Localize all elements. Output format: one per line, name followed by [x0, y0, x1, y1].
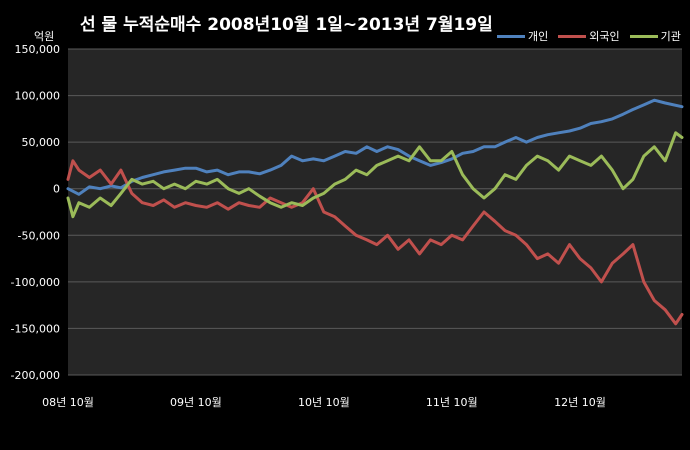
y-tick-label: -100,000	[11, 276, 60, 289]
legend-label-institution: 기관	[660, 30, 681, 43]
y-axis-unit-label: 억원	[34, 30, 55, 43]
chart-title: 선 물 누적순매수 2008년10월 1일~2013년 7월19일	[80, 15, 493, 35]
x-tick-label: 09년 10월	[170, 396, 222, 409]
legend-swatch-foreign	[558, 34, 587, 38]
x-tick-label: 11년 10월	[426, 396, 478, 409]
series-line-2	[66, 131, 684, 219]
legend-item-individual: 개인	[497, 28, 548, 44]
y-tick-label: 100,000	[15, 90, 61, 103]
legend-label-foreign: 외국인	[589, 30, 620, 43]
series-line-0	[66, 98, 684, 196]
y-tick-label: 150,000	[15, 43, 61, 56]
legend-item-foreign: 외국인	[558, 28, 620, 44]
y-tick-label: -200,000	[11, 369, 60, 382]
legend-label-individual: 개인	[528, 30, 549, 43]
x-tick-label: 08년 10월	[42, 396, 94, 409]
series-line-1	[66, 159, 684, 326]
legend: 개인 외국인 기관	[497, 28, 681, 44]
y-tick-label: 50,000	[22, 136, 61, 149]
x-tick-label: 10년 10월	[298, 396, 350, 409]
legend-item-institution: 기관	[629, 28, 681, 44]
plot-area	[68, 49, 682, 375]
y-tick-label: 0	[53, 183, 60, 196]
x-tick-label: 12년 10월	[554, 396, 606, 409]
legend-swatch-institution	[629, 34, 658, 38]
y-tick-label: -150,000	[11, 322, 60, 335]
y-tick-label: -50,000	[18, 229, 60, 242]
legend-swatch-individual	[497, 34, 525, 38]
